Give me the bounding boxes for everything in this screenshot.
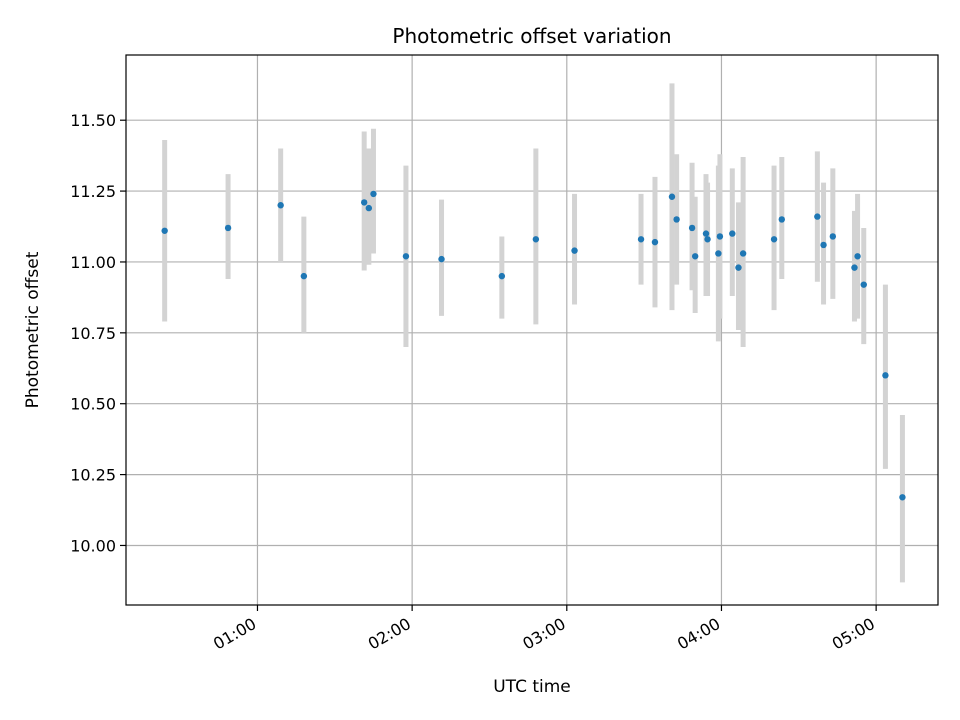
data-point xyxy=(402,253,410,260)
data-point xyxy=(637,236,645,243)
y-tick-label: 11.50 xyxy=(70,111,116,130)
data-point xyxy=(300,272,308,280)
data-point xyxy=(365,204,373,212)
data-point xyxy=(704,236,711,243)
grid xyxy=(126,55,938,605)
data-point xyxy=(532,236,540,243)
data-point xyxy=(860,281,867,288)
data-point xyxy=(688,224,696,232)
plot-frame xyxy=(125,54,939,606)
data-point xyxy=(668,193,676,200)
x-axis-title: UTC time xyxy=(493,677,571,697)
data-point xyxy=(735,264,742,271)
data-point xyxy=(360,199,368,206)
y-tick-label: 10.00 xyxy=(70,536,116,555)
data-point xyxy=(498,272,506,280)
data-point xyxy=(829,233,837,240)
y-tick-label: 11.25 xyxy=(70,182,116,201)
y-axis-title: Photometric offset xyxy=(23,251,43,408)
data-point xyxy=(739,250,747,257)
data-point xyxy=(716,233,724,240)
y-tick-label: 10.50 xyxy=(70,395,116,414)
data-point xyxy=(814,213,821,220)
data-point xyxy=(820,241,827,249)
data-point xyxy=(899,494,906,501)
y-tick-label: 10.25 xyxy=(70,466,116,485)
data-point xyxy=(854,253,861,260)
data-point xyxy=(882,372,889,379)
data-point xyxy=(224,224,232,232)
data-point xyxy=(277,202,284,209)
data-point xyxy=(673,216,680,223)
data-point xyxy=(571,247,578,254)
data-point xyxy=(161,227,168,234)
data-point xyxy=(438,255,445,263)
data-point xyxy=(770,236,778,243)
data-point xyxy=(651,238,659,246)
data-point xyxy=(715,250,722,257)
y-tick-label: 11.00 xyxy=(70,253,116,272)
y-tick-label: 10.75 xyxy=(70,324,116,343)
data-point xyxy=(691,253,699,260)
data-point xyxy=(370,190,377,198)
data-point xyxy=(729,230,736,237)
data-points xyxy=(161,190,906,501)
chart-title: Photometric offset variation xyxy=(392,24,671,48)
data-point xyxy=(702,230,710,237)
data-point xyxy=(778,216,785,223)
y-axis-ticks: 10.00 10.25 10.50 10.75 11.00 11.25 11.50 xyxy=(70,111,126,555)
data-point xyxy=(851,264,858,271)
